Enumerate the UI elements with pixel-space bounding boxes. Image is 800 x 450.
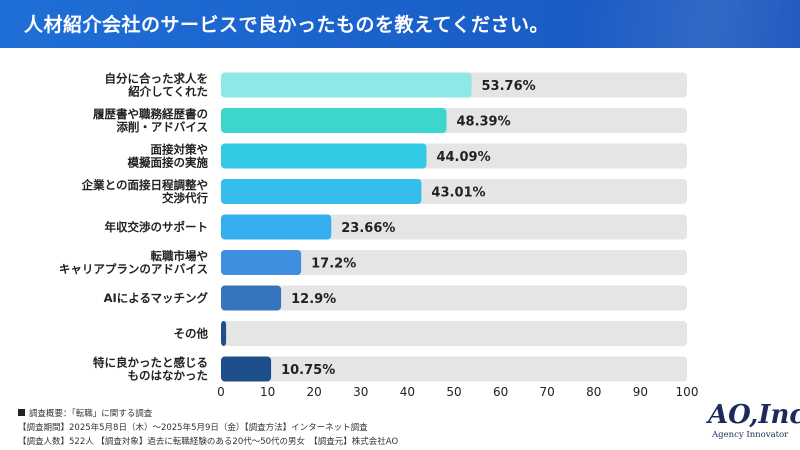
bar (221, 321, 227, 346)
x-tick-label: 10 (260, 385, 275, 399)
bar (221, 179, 422, 204)
bar-track (221, 214, 687, 240)
value-label: 12.9% (291, 292, 336, 307)
value-label: 48.39% (456, 115, 510, 130)
bar-track (221, 285, 687, 311)
bar (221, 285, 282, 311)
value-label: 10.75% (281, 363, 335, 378)
x-tick-label: 100 (676, 385, 699, 399)
x-tick-label: 30 (353, 385, 368, 399)
x-tick-label: 40 (400, 385, 415, 399)
category-label: 転職市場やキャリアプランのアドバイス (59, 249, 208, 276)
value-label: 23.66% (341, 221, 395, 236)
bar (221, 356, 272, 382)
value-label: 17.2% (311, 257, 356, 272)
category-label: 特に良かったと感じるものはなかった (93, 356, 208, 383)
page-title: 人材紹介会社のサービスで良かったものを教えてください。 (24, 14, 549, 36)
header-banner: 人材紹介会社のサービスで良かったものを教えてください。 (0, 0, 800, 48)
value-label: 44.09% (436, 150, 490, 165)
bar (221, 250, 302, 275)
bar-chart: 53.76% 自分に合った求人を紹介してくれた 48.39% 履歴書や職務経歴書の添削… (59, 72, 699, 400)
category-label: 企業との面接日程調整や交渉代行 (81, 178, 209, 205)
value-label: 43.01% (431, 186, 485, 201)
bar (221, 72, 472, 98)
value-label: 53.76% (482, 79, 536, 94)
category-label: AIによるマッチング (104, 291, 209, 305)
bar (221, 214, 332, 240)
survey-target-note: 【調査人数】522人 【調査対象】過去に転職経験のある20代～50代の男女 【調… (18, 437, 399, 447)
bar-track (221, 250, 687, 275)
bar-track (221, 356, 687, 382)
survey-overview-text: 調査概要：「転職」に関する調査 (29, 409, 153, 419)
logo-tagline: Agency Innovator (712, 430, 789, 440)
bullet-square-icon (18, 409, 25, 416)
category-label: 面接対策や模擬面接の実施 (128, 143, 209, 170)
x-tick-label: 90 (633, 385, 648, 399)
company-logo: AO,Inc. Agency Innovator (698, 400, 800, 444)
x-tick-label: 60 (493, 385, 508, 399)
x-tick-label: 70 (540, 385, 555, 399)
survey-period-note: 【調査期間】2025年5月8日（木）～2025年5月9日（金）【調査方法】インタ… (18, 423, 368, 433)
survey-overview-note: 調査概要：「転職」に関する調査 (18, 407, 152, 419)
logo-wordmark: AO,Inc. (708, 400, 800, 430)
category-label: 自分に合った求人を紹介してくれた (105, 72, 209, 99)
bar (221, 143, 427, 169)
x-tick-label: 0 (217, 385, 225, 399)
bar (221, 108, 447, 133)
x-tick-label: 20 (307, 385, 322, 399)
bar-track (221, 321, 687, 346)
category-label: その他 (174, 327, 209, 341)
category-label: 履歴書や職務経歴書の添削・アドバイス (92, 107, 208, 134)
x-tick-label: 80 (586, 385, 601, 399)
category-label: 年収交渉のサポート (105, 220, 209, 234)
x-tick-label: 50 (446, 385, 461, 399)
